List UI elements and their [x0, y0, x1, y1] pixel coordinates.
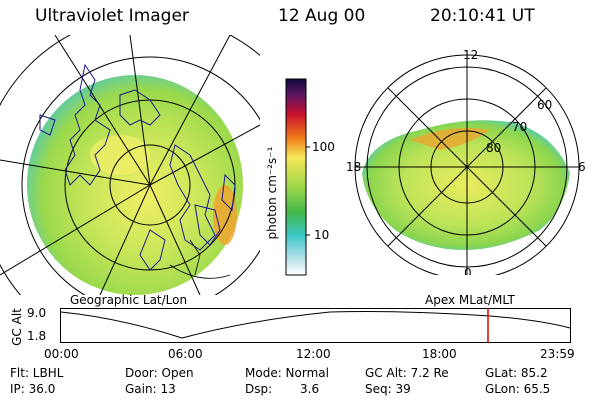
altitude-plot	[60, 308, 571, 343]
mlat-label-80: 80	[486, 141, 501, 155]
aurora-disk-geographic	[27, 75, 243, 295]
mlat-label-70: 70	[512, 120, 527, 134]
xtick-1200: 12:00	[296, 347, 331, 361]
dsp-label: Dsp:	[245, 382, 273, 396]
mlt-label-0: 0	[464, 266, 472, 275]
xtick-0600: 06:00	[168, 347, 203, 361]
right-panel-caption: Apex MLat/MLT	[425, 293, 515, 307]
magnetic-polar-image: 12 18 6 0 60 70 80	[346, 48, 586, 275]
door-status: Door: Open	[125, 366, 194, 380]
glat-status: GLat: 85.2	[485, 366, 548, 380]
gain-status: Gain: 13	[125, 382, 176, 396]
time-label: 20:10:41 UT	[430, 6, 535, 26]
colorbar-unit-label: photon cm⁻²s⁻¹	[265, 146, 279, 240]
mlat-label-60: 60	[537, 98, 552, 112]
colorbar-tick-100: 100	[312, 140, 335, 154]
ip-status: IP: 36.0	[10, 382, 56, 396]
left-panel-caption: Geographic Lat/Lon	[70, 293, 188, 307]
filter-status: Flt: LBHL	[10, 366, 64, 380]
mlt-label-12: 12	[463, 48, 478, 62]
mode-status: Mode: Normal	[245, 366, 329, 380]
instrument-title: Ultraviolet Imager	[35, 6, 189, 26]
glon-status: GLon: 65.5	[485, 382, 551, 396]
geographic-image	[0, 35, 260, 295]
gc-alt-status: GC Alt: 7.2 Re	[365, 366, 449, 380]
altitude-ylabel: GC Alt	[10, 308, 24, 346]
xtick-2359: 23:59	[540, 347, 575, 361]
date-label: 12 Aug 00	[278, 6, 366, 26]
xtick-0000: 00:00	[44, 347, 79, 361]
xtick-1800: 18:00	[422, 347, 457, 361]
seq-status: Seq: 39	[365, 382, 411, 396]
mlt-label-18: 18	[346, 160, 361, 174]
altitude-ytick-high: 9.0	[27, 306, 47, 320]
mlt-label-6: 6	[578, 160, 586, 174]
altitude-curve	[60, 311, 571, 339]
altitude-ytick-low: 1.8	[27, 329, 47, 343]
colorbar-tick-10: 10	[314, 228, 330, 242]
colorbar	[285, 78, 310, 276]
dsp-value: 3.6	[300, 382, 320, 396]
